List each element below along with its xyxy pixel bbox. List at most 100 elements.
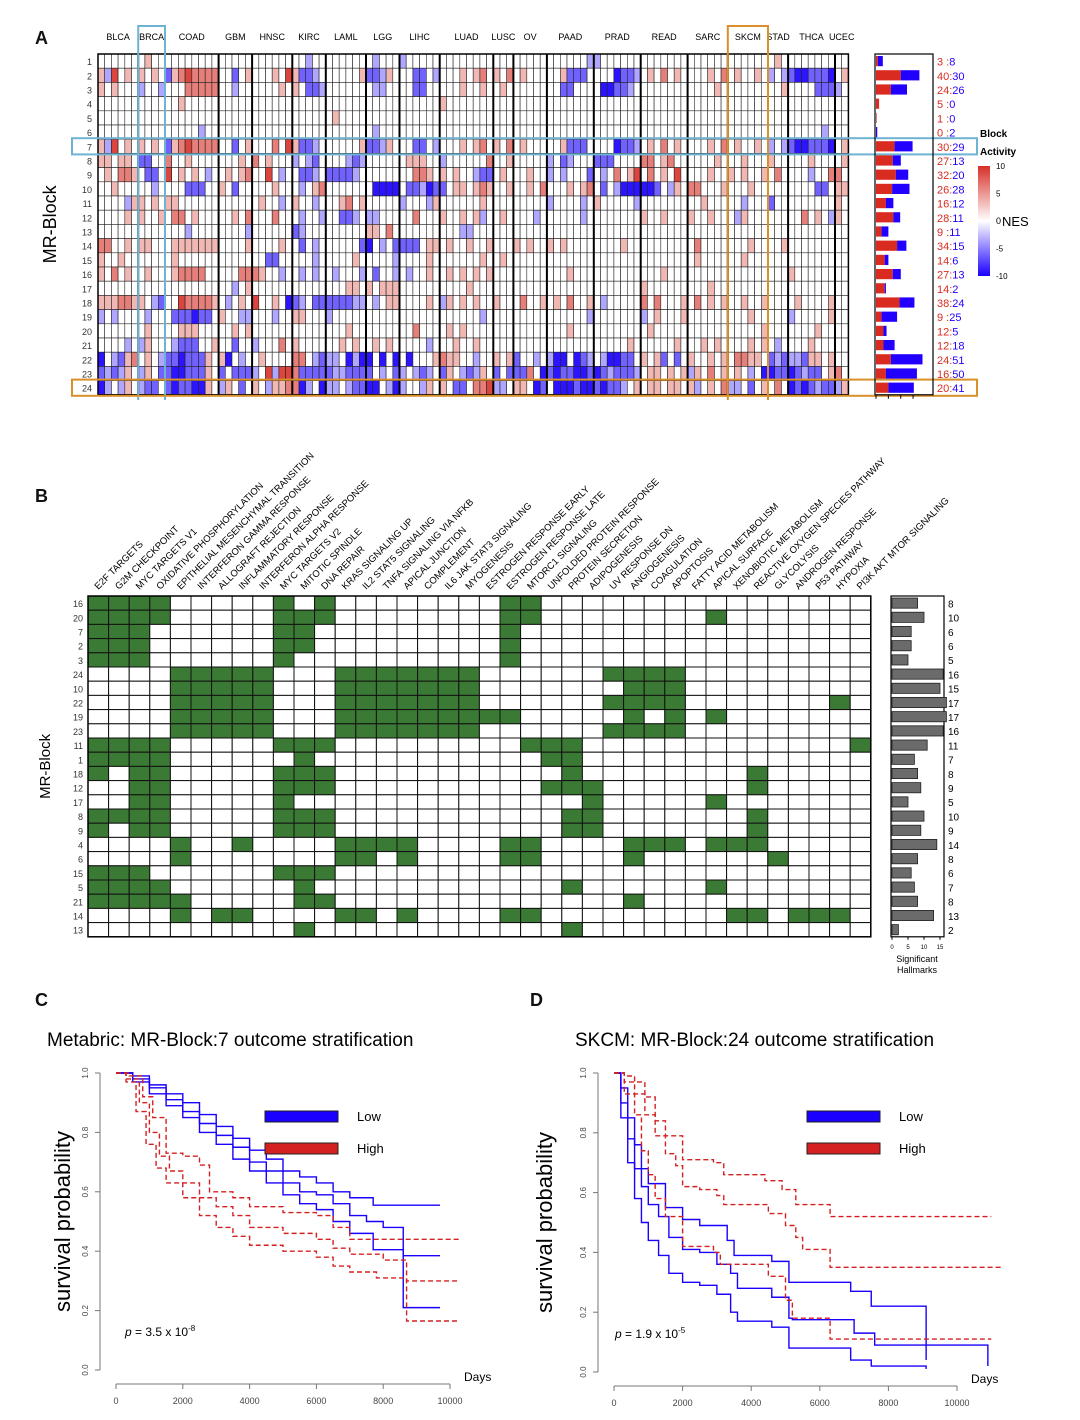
colorbar-title-1: Block bbox=[980, 129, 1008, 140]
heatmap-cell bbox=[365, 124, 373, 140]
heatmap-cell bbox=[338, 195, 347, 211]
hallmark-cell bbox=[396, 907, 419, 924]
heatmap-cell bbox=[258, 153, 266, 168]
hallmark-cell bbox=[169, 765, 192, 782]
heatmap-cell bbox=[580, 337, 588, 353]
heatmap-cell bbox=[533, 110, 541, 126]
heatmap-cell bbox=[834, 224, 842, 239]
heatmap-cell bbox=[198, 366, 206, 381]
heatmap-cell bbox=[600, 309, 608, 325]
heatmap-cell bbox=[405, 181, 414, 197]
heatmap-cell bbox=[184, 195, 193, 211]
row-label: 22 bbox=[73, 698, 83, 708]
hallmark-cell bbox=[478, 780, 501, 796]
heatmap-cell bbox=[265, 309, 273, 325]
heatmap-cell bbox=[827, 266, 836, 282]
heatmap-cell bbox=[245, 280, 253, 296]
heatmap-cell bbox=[687, 167, 695, 183]
heatmap-cell bbox=[171, 153, 179, 168]
heatmap-cell bbox=[459, 167, 467, 183]
heatmap-cell bbox=[405, 138, 414, 154]
heatmap-cell bbox=[620, 337, 628, 353]
heatmap-cell bbox=[459, 110, 467, 126]
heatmap-cell bbox=[158, 280, 166, 296]
heatmap-cell bbox=[452, 153, 461, 168]
hallmark-cell bbox=[437, 836, 460, 853]
hallmark-cell bbox=[149, 680, 171, 696]
heatmap-cell bbox=[358, 96, 367, 112]
heatmap-cell bbox=[700, 138, 708, 154]
heatmap-cell bbox=[265, 67, 273, 83]
heatmap-cell bbox=[204, 366, 213, 381]
heatmap-cell bbox=[506, 280, 514, 296]
heatmap-cell bbox=[452, 167, 461, 183]
heatmap-cell bbox=[693, 153, 702, 168]
heatmap-cell bbox=[466, 252, 474, 268]
hallmark-cell bbox=[478, 836, 501, 853]
heatmap-cell bbox=[137, 380, 146, 396]
hallmark-cell bbox=[272, 851, 295, 867]
heatmap-cell bbox=[606, 138, 615, 154]
heatmap-cell bbox=[352, 209, 360, 225]
hallmark-bar bbox=[891, 739, 928, 751]
heatmap-cell bbox=[271, 252, 280, 268]
heatmap-cell bbox=[787, 252, 796, 268]
heatmap-cell bbox=[573, 82, 581, 97]
heatmap-cell bbox=[640, 280, 648, 296]
heatmap-cell bbox=[680, 366, 688, 381]
hallmark-cell bbox=[643, 780, 666, 796]
hallmark-bar bbox=[891, 867, 912, 879]
heatmap-cell bbox=[345, 295, 353, 310]
heatmap-cell bbox=[178, 309, 186, 325]
heatmap-cell bbox=[419, 380, 427, 396]
heatmap-cell bbox=[566, 110, 574, 126]
heatmap-cell bbox=[171, 295, 179, 310]
hallmark-cell bbox=[623, 780, 645, 796]
heatmap-cell bbox=[352, 181, 360, 197]
heatmap-cell bbox=[559, 266, 568, 282]
hallmark-bar bbox=[891, 725, 944, 737]
cancer-label: LGG bbox=[373, 32, 392, 42]
heatmap-cell bbox=[298, 209, 306, 225]
heatmap-cell bbox=[754, 138, 762, 154]
heatmap-cell bbox=[506, 181, 514, 197]
heatmap-cell bbox=[271, 167, 280, 183]
heatmap-cell bbox=[452, 366, 461, 381]
heatmap-cell bbox=[647, 153, 655, 168]
heatmap-cell bbox=[519, 280, 528, 296]
heatmap-cell bbox=[573, 138, 581, 154]
heatmap-cell bbox=[767, 138, 775, 154]
heatmap-cell bbox=[781, 82, 789, 97]
hallmark-cell bbox=[602, 893, 625, 909]
heatmap-cell bbox=[312, 167, 320, 183]
heatmap-cell bbox=[734, 380, 742, 396]
hallmark-cell bbox=[396, 652, 419, 668]
heatmap-cell bbox=[580, 167, 588, 183]
hallmark-cell bbox=[314, 922, 336, 938]
row-label: 10 bbox=[82, 185, 92, 195]
hallmark-cell bbox=[314, 638, 336, 654]
hallmark-cell bbox=[520, 893, 542, 909]
heatmap-cell bbox=[680, 337, 688, 353]
hallmark-cell bbox=[684, 652, 707, 668]
heatmap-cell bbox=[325, 167, 333, 183]
heatmap-cell bbox=[345, 337, 353, 353]
heatmap-cell bbox=[245, 309, 253, 325]
heatmap-cell bbox=[821, 209, 829, 225]
heatmap-cell bbox=[439, 195, 447, 211]
heatmap-cell bbox=[251, 309, 260, 325]
hallmark-cell bbox=[849, 907, 872, 924]
heatmap-cell bbox=[834, 252, 842, 268]
heatmap-cell bbox=[278, 138, 286, 154]
heatmap-cell bbox=[740, 138, 749, 154]
cancer-label: LAML bbox=[334, 32, 358, 42]
heatmap-cell bbox=[111, 110, 119, 126]
heatmap-cell bbox=[238, 224, 246, 239]
heatmap-cell bbox=[807, 366, 816, 381]
heatmap-cell bbox=[714, 181, 722, 197]
heatmap-cell bbox=[586, 110, 595, 126]
heatmap-cell bbox=[358, 366, 367, 381]
hallmark-cell bbox=[314, 751, 336, 767]
hallmark-cell bbox=[581, 879, 604, 895]
hallmark-cell bbox=[581, 666, 604, 682]
